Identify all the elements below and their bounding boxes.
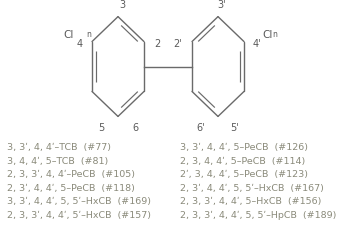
Text: 6: 6 <box>132 123 138 133</box>
Text: n: n <box>272 30 277 39</box>
Text: 2: 2 <box>154 39 160 49</box>
Text: 5': 5' <box>231 123 239 133</box>
Text: 2ʹ, 3, 4, 4ʹ, 5–PeCB  (#123): 2ʹ, 3, 4, 4ʹ, 5–PeCB (#123) <box>180 170 308 179</box>
Text: 2, 3, 3ʹ, 4, 4ʹ, 5ʹ–HxCB  (#157): 2, 3, 3ʹ, 4, 4ʹ, 5ʹ–HxCB (#157) <box>7 211 151 219</box>
Text: 3': 3' <box>218 0 226 10</box>
Text: 4: 4 <box>77 39 83 49</box>
Text: 5: 5 <box>98 123 104 133</box>
Text: 2, 3, 4, 4ʹ, 5–PeCB  (#114): 2, 3, 4, 4ʹ, 5–PeCB (#114) <box>180 157 305 166</box>
Text: n: n <box>86 30 91 39</box>
Text: 3, 3ʹ, 4, 4ʹ, 5–PeCB  (#126): 3, 3ʹ, 4, 4ʹ, 5–PeCB (#126) <box>180 143 308 152</box>
Text: 2, 3ʹ, 4, 4ʹ, 5, 5ʹ–HxCB  (#167): 2, 3ʹ, 4, 4ʹ, 5, 5ʹ–HxCB (#167) <box>180 184 324 193</box>
Text: 6': 6' <box>197 123 205 133</box>
Text: 3: 3 <box>119 0 125 10</box>
Text: 3, 4, 4ʹ, 5–TCB  (#81): 3, 4, 4ʹ, 5–TCB (#81) <box>7 157 108 166</box>
Text: 2, 3, 3ʹ, 4, 4ʹ–PeCB  (#105): 2, 3, 3ʹ, 4, 4ʹ–PeCB (#105) <box>7 170 135 179</box>
Text: 2, 3, 3ʹ, 4, 4ʹ, 5, 5ʹ–HpCB  (#189): 2, 3, 3ʹ, 4, 4ʹ, 5, 5ʹ–HpCB (#189) <box>180 211 336 220</box>
Text: 3, 3ʹ, 4, 4ʹ, 5, 5ʹ–HxCB  (#169): 3, 3ʹ, 4, 4ʹ, 5, 5ʹ–HxCB (#169) <box>7 197 151 206</box>
Text: Cl: Cl <box>64 30 74 40</box>
Text: 4': 4' <box>253 39 262 49</box>
Text: 3, 3ʹ, 4, 4ʹ–TCB  (#77): 3, 3ʹ, 4, 4ʹ–TCB (#77) <box>7 143 111 152</box>
Text: Cl: Cl <box>262 30 272 40</box>
Text: 2, 3, 3ʹ, 4, 4ʹ, 5–HxCB  (#156): 2, 3, 3ʹ, 4, 4ʹ, 5–HxCB (#156) <box>180 197 321 206</box>
Text: 2': 2' <box>173 39 182 49</box>
Text: 2, 3ʹ, 4, 4ʹ, 5–PeCB  (#118): 2, 3ʹ, 4, 4ʹ, 5–PeCB (#118) <box>7 184 135 193</box>
